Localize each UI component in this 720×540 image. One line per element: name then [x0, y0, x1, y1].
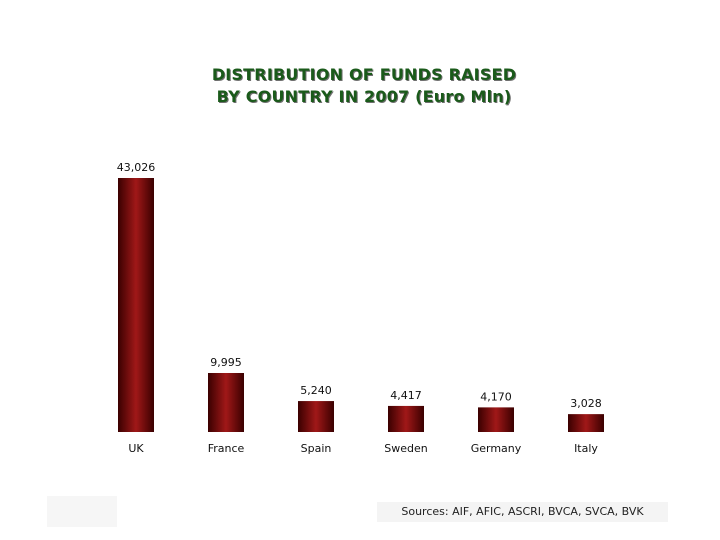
chart-title-line-2: BY COUNTRY IN 2007 (Euro Mln)	[216, 87, 512, 106]
bar-italy	[568, 414, 604, 432]
category-label-spain: Spain	[301, 442, 332, 455]
category-label-sweden: Sweden	[384, 442, 427, 455]
category-label-germany: Germany	[471, 442, 522, 455]
category-label-france: France	[208, 442, 245, 455]
chart-title: DISTRIBUTION OF FUNDS RAISED BY COUNTRY …	[0, 64, 720, 108]
bar-uk	[118, 178, 154, 432]
value-label-germany: 4,170	[480, 390, 512, 403]
bar-france	[208, 372, 244, 432]
value-label-spain: 5,240	[300, 384, 332, 397]
chart-title-line-1: DISTRIBUTION OF FUNDS RAISED	[211, 65, 517, 84]
logo-placeholder	[47, 496, 117, 527]
value-label-france: 9,995	[210, 356, 242, 369]
value-label-sweden: 4,417	[390, 389, 422, 402]
bar-sweden	[388, 405, 424, 432]
value-label-uk: 43,026	[117, 161, 156, 174]
value-label-italy: 3,028	[570, 397, 602, 410]
bar-germany	[478, 407, 514, 432]
category-label-italy: Italy	[574, 442, 598, 455]
source-note: Sources: AIF, AFIC, ASCRI, BVCA, SVCA, B…	[377, 502, 668, 522]
category-label-uk: UK	[128, 442, 144, 455]
bars-group: 43,026 UK 9,995 France 5,240 Spain 4,417 Sweden…	[117, 161, 604, 455]
bar-spain	[298, 401, 334, 432]
